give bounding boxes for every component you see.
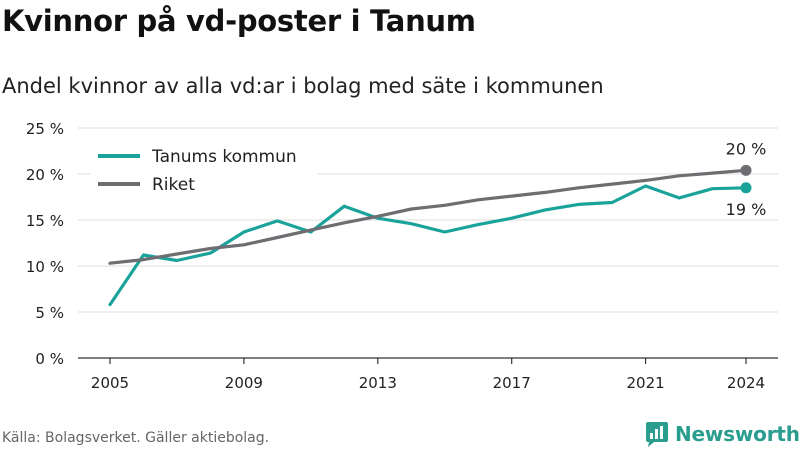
y-tick-label: 5 % [35,304,64,322]
legend-box [90,142,318,202]
series-riket-line [108,168,748,265]
chart-subtitle: Andel kvinnor av alla vd:ar i bolag med … [2,74,604,98]
brand-name: Newsworthy [675,422,800,446]
chart-title: Kvinnor på vd-poster i Tanum [2,4,476,38]
legend-label-series-tanum: Tanums kommun [151,147,297,167]
legend-label-series-riket: Riket [152,175,195,195]
y-tick-label: 10 % [26,258,64,276]
x-tick-label: 2021 [626,374,664,392]
source-note: Källa: Bolagsverket. Gäller aktiebolag. [2,430,270,446]
series-tanum-end-point [740,182,752,194]
x-tick-label: 2009 [225,374,263,392]
y-tick-label: 20 % [26,166,64,184]
brand-logo: Newsworthy [644,420,800,448]
x-tick-label: 2005 [91,374,129,392]
series-riket-end-point [740,164,752,176]
y-tick-label: 0 % [35,350,64,368]
newsworthy-icon [646,422,668,447]
y-tick-label: 15 % [26,212,64,230]
x-tick-label: 2017 [493,374,531,392]
series-tanum-end-label: 19 % [726,200,767,219]
x-tick-label: 2024 [727,374,765,392]
series-tanum-line [108,184,748,307]
series-riket-end-label: 20 % [726,139,767,158]
y-tick-label: 25 % [26,120,64,138]
x-tick-label: 2013 [359,374,397,392]
